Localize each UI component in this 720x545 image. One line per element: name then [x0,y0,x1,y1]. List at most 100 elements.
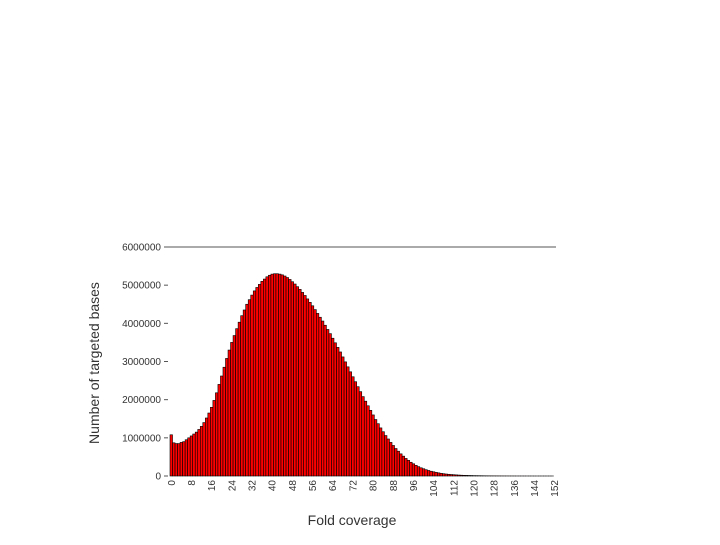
bar-65 [334,343,337,476]
x-tick-label: 64 [328,480,339,492]
bar-114 [458,475,461,476]
x-axis-label: Fold coverage [308,512,397,528]
bar-84 [382,432,385,476]
bar-23 [228,350,231,476]
bar-52 [301,292,304,476]
x-tick-label: 104 [429,480,440,497]
bar-11 [198,429,201,476]
bar-9 [193,434,196,476]
bar-57 [314,310,317,476]
bar-56 [311,306,314,476]
bar-59 [319,317,322,476]
x-tick-label: 128 [490,480,501,497]
bar-13 [203,423,206,476]
bar-78 [367,406,370,476]
bar-97 [415,465,418,476]
bar-3 [178,444,181,476]
bar-44 [281,275,284,476]
bar-20 [220,376,223,476]
bar-74 [357,387,360,476]
bar-18 [215,393,218,476]
bar-39 [268,275,271,476]
bar-30 [246,304,249,476]
x-tick-label: 152 [550,480,561,497]
y-tick-label: 0 [155,472,161,483]
bar-35 [258,284,261,476]
y-tick-label: 3000000 [122,357,161,368]
bar-61 [324,325,327,476]
bar-22 [226,358,229,476]
bar-21 [223,367,226,476]
bar-51 [299,289,302,476]
bar-2 [175,444,178,476]
x-tick-label: 40 [268,480,279,492]
bar-25 [233,336,236,476]
x-tick-label: 136 [510,480,521,497]
bar-64 [331,338,334,476]
x-tick-label: 8 [187,480,198,486]
bar-42 [276,274,279,476]
bar-0 [170,435,173,476]
bar-118 [468,475,471,476]
bar-62 [326,329,329,476]
y-tick-label: 6000000 [122,243,161,254]
bar-6 [185,440,188,476]
bar-73 [354,382,357,476]
bar-96 [412,464,415,476]
bar-108 [442,474,445,476]
bar-49 [294,284,297,476]
bar-76 [362,397,365,476]
bar-27 [238,322,241,476]
bar-110 [448,474,451,476]
bar-34 [256,287,259,476]
bar-98 [417,467,420,476]
bar-102 [427,470,430,476]
y-tick-label: 1000000 [122,433,161,444]
bar-54 [306,299,309,476]
y-axis-label: Number of targeted bases [86,282,102,444]
bar-116 [463,475,466,476]
bar-106 [437,473,440,476]
bar-86 [387,439,390,476]
bar-19 [218,384,221,476]
x-tick-label: 32 [247,480,258,492]
bar-10 [195,432,198,476]
bar-8 [190,436,193,476]
bar-67 [339,352,342,476]
bar-105 [435,472,438,476]
bar-85 [384,436,387,476]
bar-26 [236,329,239,476]
bar-91 [400,454,403,476]
bar-104 [432,472,435,476]
bar-45 [284,276,287,476]
bar-32 [251,295,254,476]
bar-99 [420,468,423,476]
bar-33 [253,291,256,476]
bar-103 [430,471,433,476]
bar-16 [210,407,213,476]
bar-71 [349,372,352,476]
y-tick-label: 4000000 [122,319,161,330]
bar-80 [372,415,375,476]
bar-53 [304,295,307,476]
bar-101 [425,470,428,476]
bar-29 [243,310,246,476]
bar-112 [453,475,456,476]
bar-69 [344,362,347,476]
y-tick-label: 2000000 [122,395,161,406]
bar-17 [213,400,216,476]
x-tick-label: 112 [449,480,460,496]
bar-66 [337,347,340,476]
bar-89 [395,449,398,476]
bar-1 [173,443,176,476]
x-tick-label: 88 [389,480,400,492]
bar-82 [377,424,380,476]
x-tick-label: 56 [308,480,319,492]
bar-15 [208,413,211,476]
bar-92 [402,456,405,476]
bar-109 [445,474,448,476]
bar-83 [379,428,382,476]
bar-93 [405,458,408,476]
x-tick-label: 48 [288,480,299,492]
